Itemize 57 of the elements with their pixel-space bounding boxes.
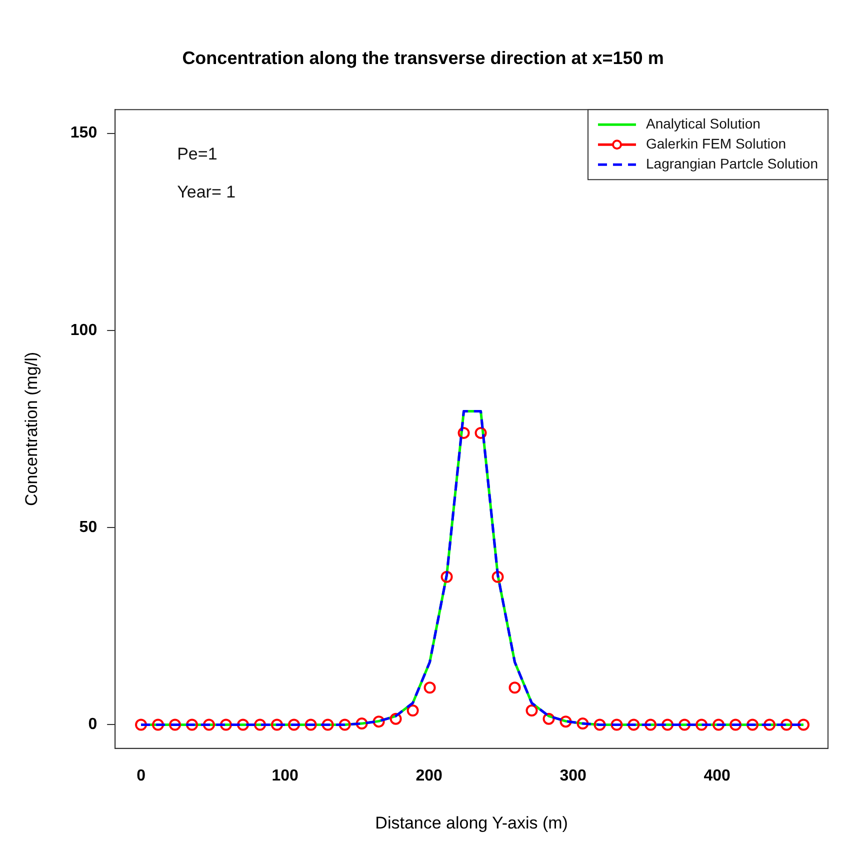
- point: [798, 718, 810, 731]
- point: [746, 718, 759, 731]
- y-axis-title: Concentration (mg/l): [22, 352, 41, 506]
- point: [458, 426, 470, 439]
- point: [270, 718, 283, 731]
- point: [135, 718, 148, 731]
- point: [542, 712, 555, 725]
- point: [526, 704, 538, 717]
- point: [440, 570, 453, 583]
- point: [356, 718, 368, 730]
- point: [202, 718, 215, 731]
- point: [236, 718, 249, 731]
- point: [390, 712, 402, 725]
- point: [288, 718, 300, 731]
- x-tick-label: 300: [560, 767, 587, 784]
- point: [304, 718, 317, 731]
- x-axis-title: Distance along Y-axis (m): [375, 813, 568, 832]
- y-tick-label: 150: [70, 124, 98, 142]
- point: [406, 704, 419, 717]
- point: [644, 718, 657, 731]
- y-tick-label: 50: [79, 518, 98, 536]
- chart-title: Concentration along the transverse direction at x=150 m: [182, 48, 664, 68]
- legend-label: Galerkin FEM Solution: [646, 135, 786, 152]
- point: [576, 718, 589, 730]
- point: [678, 718, 691, 731]
- point: [152, 718, 164, 731]
- point: [508, 682, 521, 694]
- point: [780, 718, 793, 731]
- point: [712, 718, 725, 731]
- legend-label: Analytical Solution: [646, 115, 760, 132]
- x-tick-label: 100: [272, 767, 298, 784]
- point: [764, 718, 776, 731]
- annotation: Pe=1: [177, 144, 218, 164]
- point: [186, 718, 198, 731]
- point: [322, 718, 334, 731]
- point: [424, 682, 436, 694]
- point: [610, 718, 623, 731]
- point: [594, 718, 606, 731]
- point: [628, 718, 640, 731]
- point: [474, 426, 487, 439]
- point: [338, 718, 351, 731]
- point: [696, 718, 708, 731]
- point: [372, 716, 385, 728]
- point: [560, 716, 572, 728]
- point: [662, 718, 674, 731]
- point: [169, 718, 182, 731]
- point: [254, 718, 266, 731]
- point: [220, 718, 232, 731]
- point: [730, 718, 742, 731]
- point: [492, 570, 504, 583]
- legend-label: Lagrangian Partcle Solution: [646, 155, 818, 172]
- x-tick-label: 200: [416, 767, 443, 784]
- y-tick-label: 0: [88, 716, 98, 734]
- annotation: Year= 1: [177, 182, 236, 202]
- x-tick-label: 0: [136, 767, 146, 784]
- y-tick-label: 100: [70, 322, 98, 339]
- x-tick-label: 400: [704, 767, 731, 784]
